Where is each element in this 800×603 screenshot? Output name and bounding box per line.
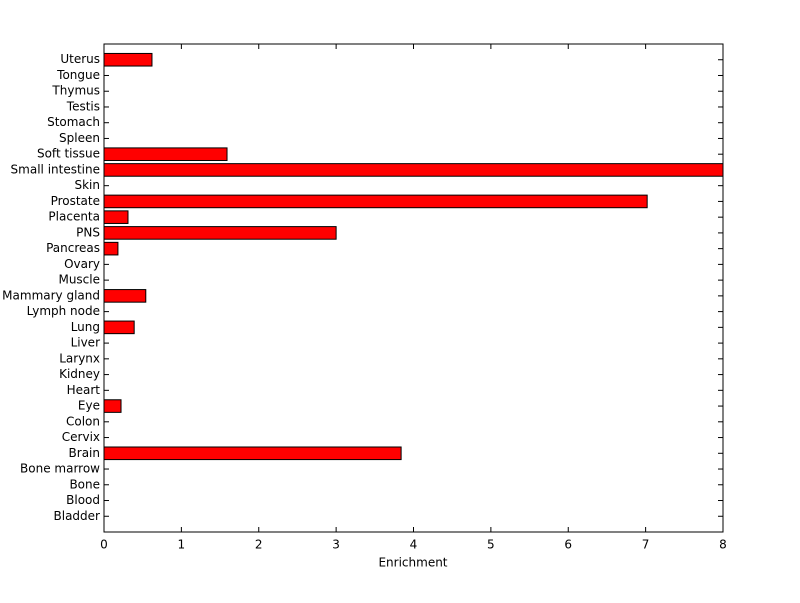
x-axis-label: Enrichment [378,556,447,570]
bar [103,52,153,67]
x-tick-label: 2 [255,538,263,552]
y-tick-label: Pancreas [46,241,100,255]
y-tick-label: Lung [71,320,100,334]
y-tick-label: Spleen [59,131,100,145]
y-tick-label: Eye [78,399,100,413]
y-tick-label: Mammary gland [2,288,100,302]
bar [103,163,724,177]
plot-frame [103,43,724,533]
x-tick-label: 5 [487,538,495,552]
y-tick-label: Tongue [56,68,100,82]
x-tick-label: 1 [178,538,186,552]
y-tick-label: Ovary [64,257,100,271]
bar [103,446,402,461]
y-tick-label: Thymus [51,84,100,98]
bar [103,241,119,256]
y-tick-label: Soft tissue [37,147,100,161]
y-tick-label: Placenta [48,210,100,224]
bar [103,320,135,335]
y-tick-label: Muscle [58,273,100,287]
bar [103,289,147,303]
bar [103,210,129,224]
y-tick-label: Testis [66,99,100,113]
y-tick-label: Heart [67,383,101,397]
bar [103,226,337,240]
x-tick-label: 6 [564,538,572,552]
y-tick-label: Bone [69,477,100,491]
bar [103,399,122,413]
y-tick-label: Larynx [59,351,100,365]
y-tick-label: Uterus [60,52,100,66]
y-tick-label: Colon [66,414,100,428]
y-tick-label: Bone marrow [20,462,100,476]
bar [103,147,228,161]
x-tick-label: 3 [332,538,340,552]
y-tick-label: Small intestine [11,162,100,176]
y-tick-label: Skin [74,178,100,192]
x-tick-label: 4 [410,538,418,552]
y-tick-label: Bladder [54,509,101,523]
y-tick-label: PNS [76,225,100,239]
y-tick-label: Kidney [59,367,100,381]
y-tick-label: Liver [71,336,101,350]
x-tick-label: 8 [719,538,727,552]
y-tick-label: Stomach [47,115,100,129]
y-tick-label: Lymph node [27,304,100,318]
x-tick-label: 0 [100,538,108,552]
bar [103,194,648,209]
y-tick-label: Prostate [51,194,100,208]
y-tick-label: Blood [66,493,100,507]
y-tick-label: Brain [69,446,100,460]
x-tick-label: 7 [642,538,650,552]
y-tick-label: Cervix [62,430,100,444]
